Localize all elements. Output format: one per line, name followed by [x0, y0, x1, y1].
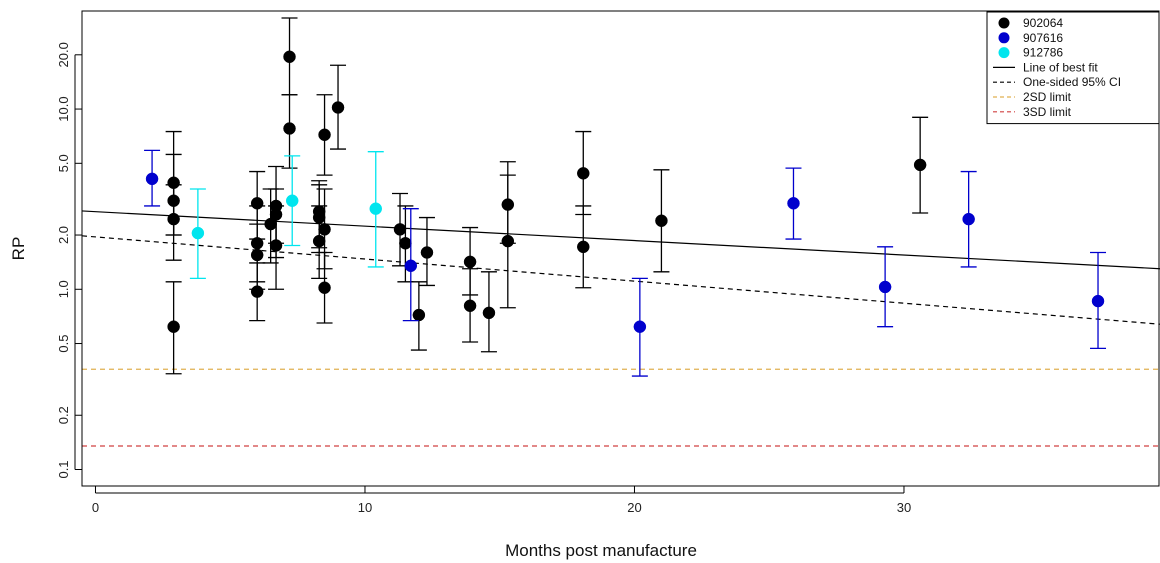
data-point [191, 226, 205, 240]
y-tick-label: 20.0 [56, 42, 71, 67]
legend-label: 2SD limit [1023, 90, 1072, 104]
data-point [420, 246, 434, 259]
line-of-best-fit-line [82, 210, 1160, 270]
data-point [655, 214, 668, 228]
legend-item: 2SD limit [993, 90, 1072, 104]
plot-area [82, 17, 1160, 447]
legend-box [986, 11, 1160, 125]
legend-label: 907616 [1023, 31, 1063, 45]
legend-label: 3SD limit [1023, 105, 1072, 119]
legend-item: 912786 [998, 46, 1063, 60]
legend-label: 902064 [1023, 16, 1063, 30]
legend-item: One-sided 95% CI [993, 75, 1121, 89]
data-point [577, 240, 590, 254]
x-tick-label: 20 [627, 500, 641, 515]
y-tick-label: 0.5 [56, 334, 71, 352]
data-point [285, 194, 299, 207]
data-point [482, 306, 496, 320]
data-point [331, 101, 345, 114]
data-point [369, 202, 383, 215]
data-point [1091, 294, 1105, 308]
legend-label: One-sided 95% CI [1023, 75, 1121, 89]
data-point [412, 308, 426, 322]
data-point [501, 234, 515, 248]
data-point [312, 234, 326, 248]
plot-frame [81, 10, 1160, 487]
data-point [250, 285, 264, 298]
y-tick-label: 1.0 [56, 280, 71, 298]
legend-marker [998, 47, 1010, 59]
legend-marker [998, 32, 1010, 44]
data-point [878, 280, 892, 294]
data-point [283, 50, 296, 64]
data-point [318, 281, 331, 294]
data-point [404, 259, 418, 273]
data-point [577, 167, 590, 180]
data-point [913, 158, 927, 172]
legend-item: Line of best fit [993, 60, 1098, 74]
data-point [318, 128, 331, 142]
data-point [318, 223, 331, 236]
y-tick-label: 5.0 [56, 154, 71, 172]
x-axis-title: Months post manufacture [505, 541, 697, 560]
y-tick-label: 0.2 [56, 406, 71, 424]
data-point [633, 320, 647, 333]
y-axis-title: RP [9, 237, 28, 261]
x-tick-label: 0 [92, 500, 99, 515]
legend-label: 912786 [1023, 46, 1063, 60]
data-point [787, 197, 800, 210]
data-point [463, 299, 477, 313]
series-902064 [165, 17, 929, 375]
series-912786 [189, 151, 384, 279]
data-point [167, 212, 180, 226]
data-point [463, 255, 477, 269]
y-tick-label: 2.0 [56, 226, 71, 244]
data-point [167, 320, 180, 333]
legend-item: 902064 [998, 16, 1063, 30]
x-tick-label: 30 [897, 500, 911, 515]
series-907616 [144, 149, 1107, 377]
y-tick-label: 10.0 [56, 96, 71, 121]
data-point [269, 239, 283, 252]
legend-item: 3SD limit [993, 105, 1072, 119]
one-sided-95-ci-line [82, 235, 1160, 325]
data-point [393, 223, 407, 236]
data-point [250, 248, 264, 262]
data-point [399, 237, 412, 250]
data-point [283, 122, 296, 135]
legend-marker [998, 17, 1010, 29]
axes: 0 10 20 30 0.1 0.2 0.5 1.0 2.0 5.0 10.0 20.0 [56, 10, 1160, 515]
legend-label: Line of best fit [1023, 60, 1098, 74]
data-point [962, 212, 975, 226]
x-tick-label: 10 [358, 500, 372, 515]
data-point [145, 172, 159, 186]
legend-item: 907616 [998, 31, 1063, 45]
y-tick-label: 0.1 [56, 460, 71, 478]
